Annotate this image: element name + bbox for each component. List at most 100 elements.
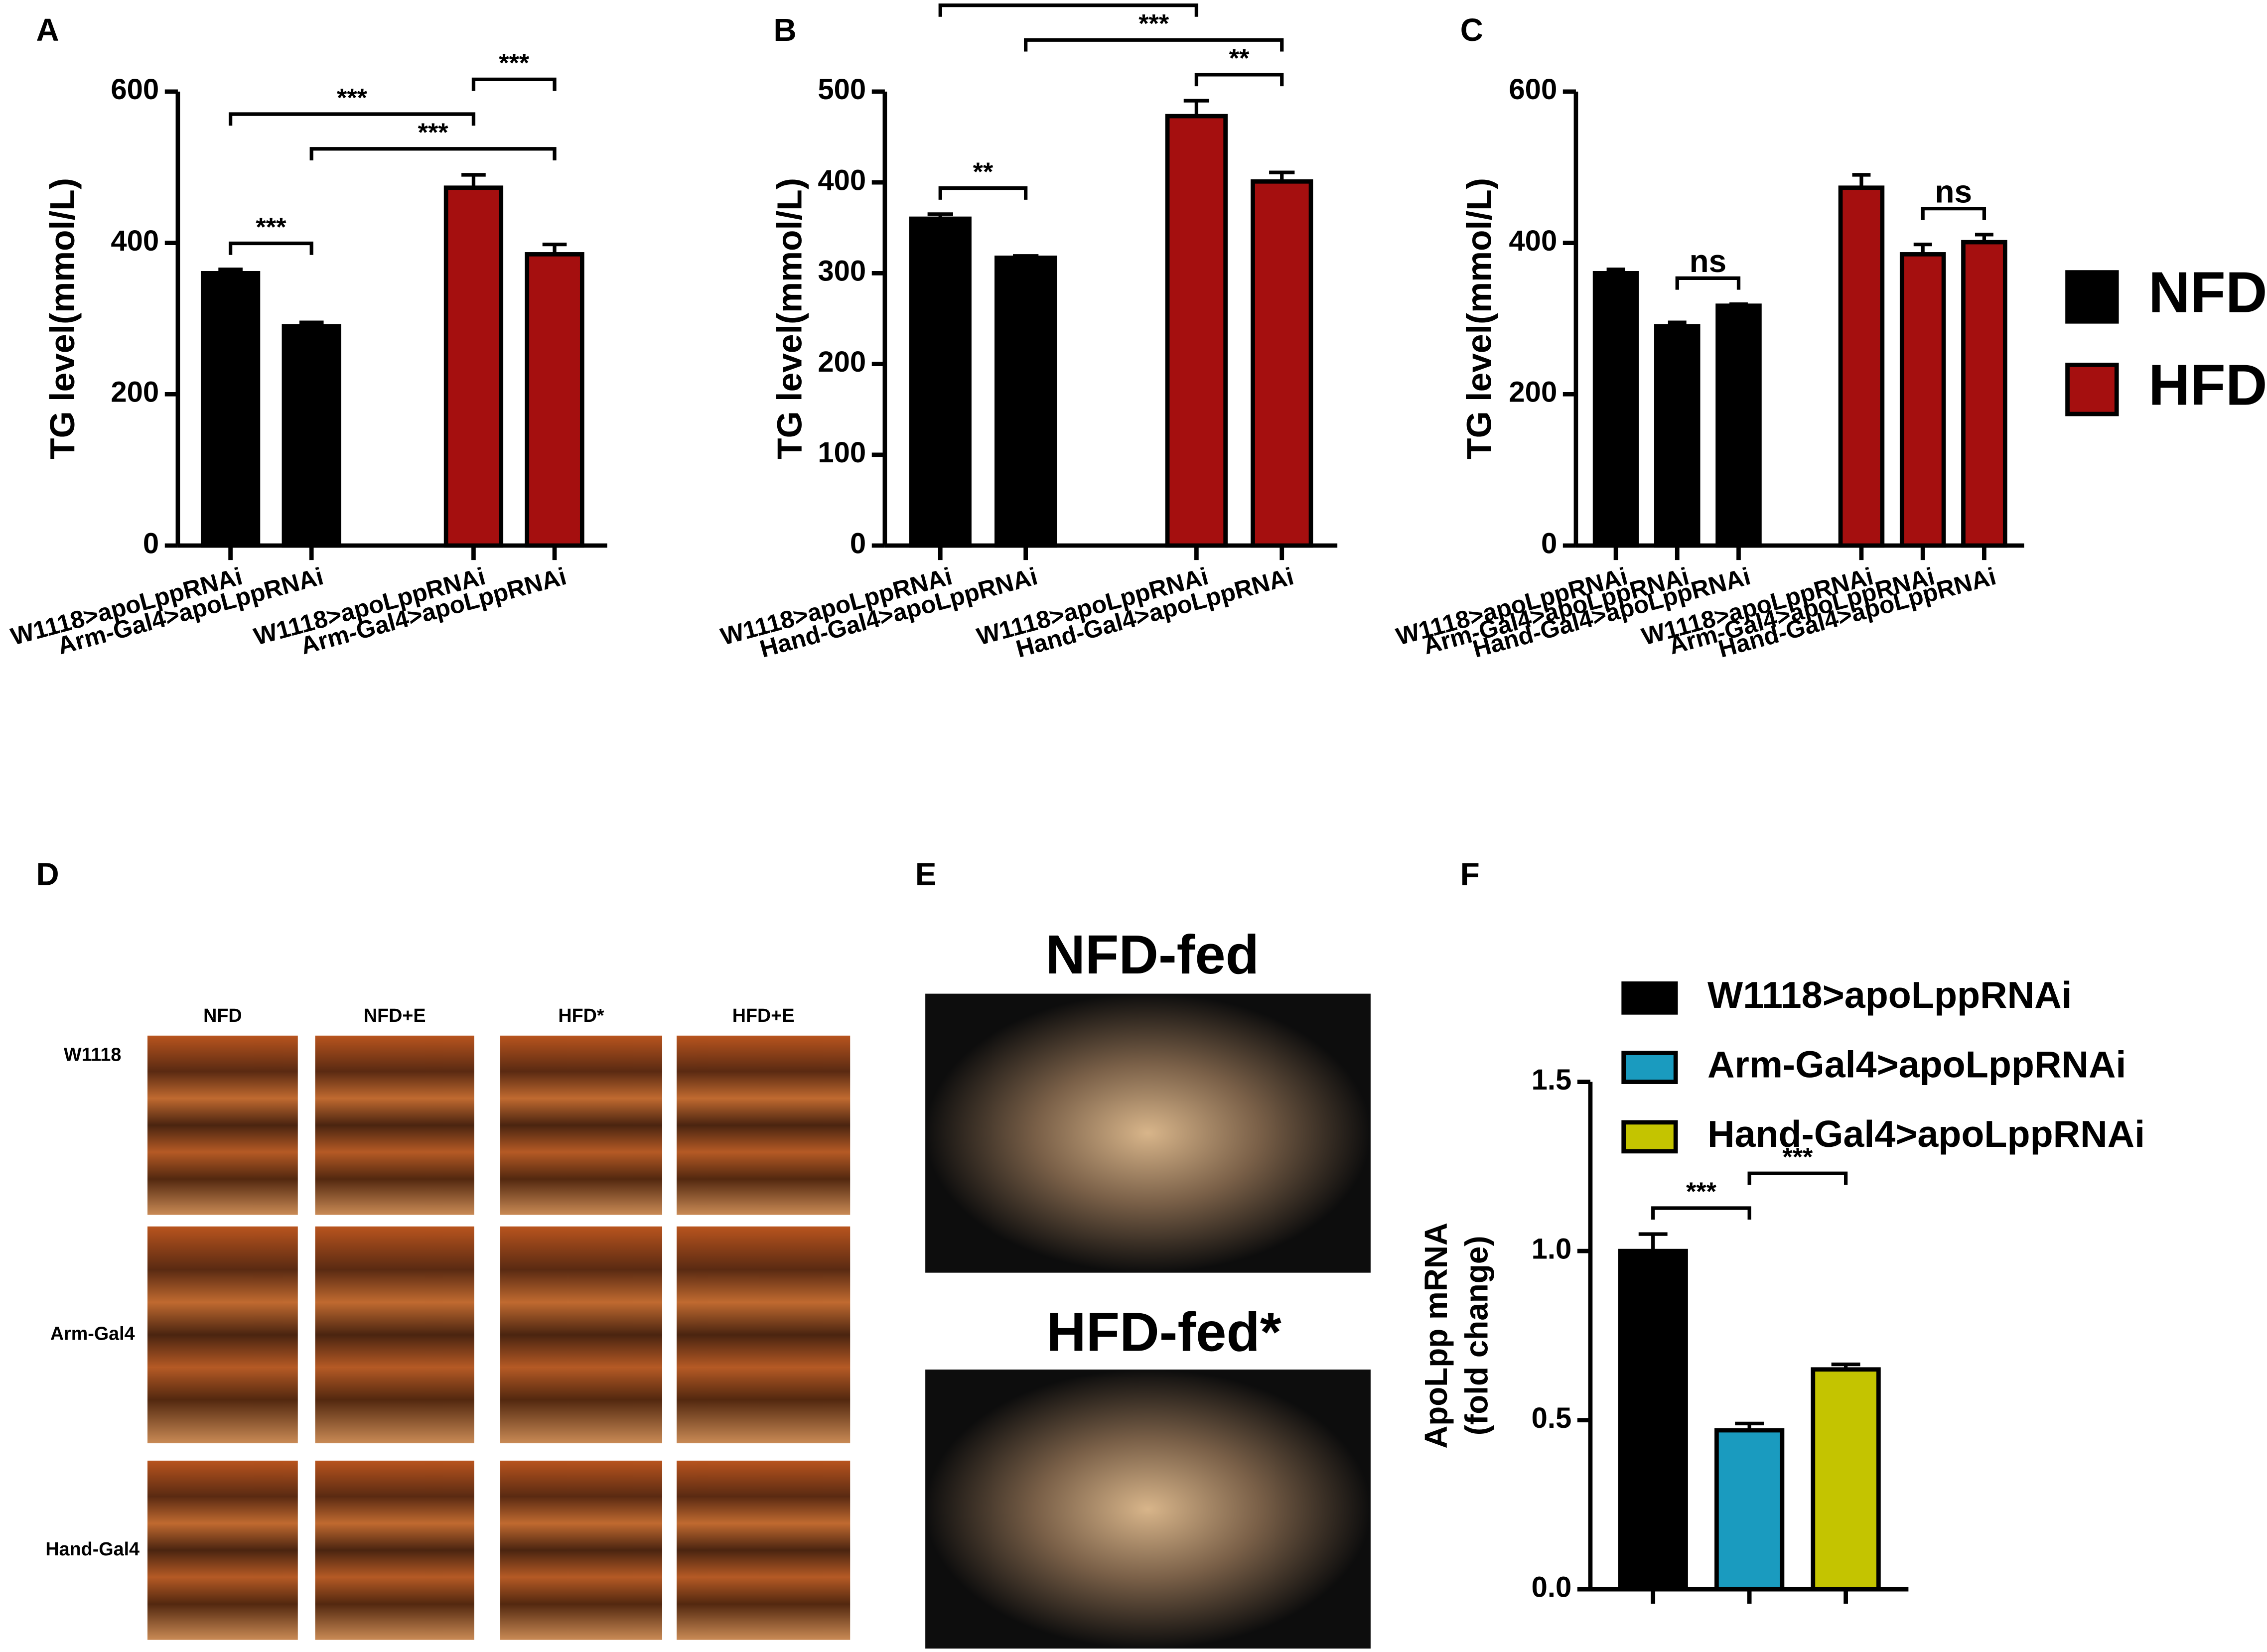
panel-d: D NFD NFD+E HFD* HFD+E W1118 Arm-Gal4 Hand-Gal… <box>36 856 850 1640</box>
bar <box>1961 240 2007 548</box>
significance-bracket <box>938 186 1028 200</box>
y-axis-label: TG level(mmol/L) <box>43 178 82 459</box>
y-tick-label: 0 <box>850 527 866 559</box>
bar <box>1838 185 1885 548</box>
significance-bracket <box>471 77 557 91</box>
column-label: HFD+E <box>732 1005 795 1026</box>
bar <box>525 252 584 548</box>
abdomen-photo <box>500 1460 663 1640</box>
legend-swatch <box>2065 362 2119 416</box>
bar <box>1714 1428 1785 1592</box>
y-tick-label: 400 <box>111 225 159 257</box>
abdomen-photo <box>315 1226 474 1444</box>
legend-label: HFD <box>2148 352 2267 417</box>
y-tick-label: 1.0 <box>1532 1233 1572 1265</box>
error-bar <box>927 212 953 219</box>
y-tick-label: 400 <box>818 164 866 196</box>
legend-swatch <box>1621 1051 1678 1084</box>
panel-label: C <box>1460 12 1483 48</box>
y-tick-label: 600 <box>111 73 159 106</box>
bar <box>1715 303 1762 548</box>
significance-label: ns <box>1690 243 1727 279</box>
column-label: NFD+E <box>364 1005 426 1026</box>
row-label: W1118 <box>64 1044 121 1065</box>
abdomen-photo <box>500 1035 663 1215</box>
y-tick-label: 300 <box>818 255 866 287</box>
panel-label: D <box>36 856 59 892</box>
y-tick-label: 200 <box>818 346 866 378</box>
significance-label: *** <box>256 213 286 242</box>
y-tick-label: 0 <box>1541 527 1557 559</box>
y-axis-label: TG level(mmol/L) <box>1460 178 1499 459</box>
significance-bracket <box>309 147 557 160</box>
y-tick-label: 100 <box>818 436 866 469</box>
error-bar <box>1975 233 1993 243</box>
bar <box>1165 114 1228 548</box>
abdomen-photo <box>677 1035 850 1215</box>
row-label: Hand-Gal4 <box>45 1538 140 1559</box>
error-bar <box>1913 243 1932 255</box>
abdomen-photo <box>147 1035 298 1215</box>
fly-photo <box>925 1370 1371 1649</box>
y-axis-label: ApoLpp mRNA <box>1418 1223 1454 1449</box>
y-tick-label: 1.5 <box>1532 1064 1572 1096</box>
column-label: HFD* <box>558 1005 604 1026</box>
row-label: Arm-Gal4 <box>50 1323 135 1344</box>
significance-label: ** <box>1229 44 1250 73</box>
significance-label: *** <box>1686 1178 1717 1207</box>
significance-bracket <box>228 112 476 126</box>
legend-label: NFD <box>2148 260 2267 325</box>
bar <box>1899 252 1946 548</box>
error-bar <box>1668 320 1687 326</box>
chart-panel: F 0.0 0.5 1.0 1.5 ApoLpp mRNA (fold change) ***… <box>1418 856 2145 1604</box>
panel-e: E NFD-fed HFD-fed* <box>915 856 1371 1649</box>
bar <box>994 256 1057 548</box>
y-tick-label: 0.5 <box>1532 1402 1572 1434</box>
significance-label: ns <box>1935 174 1973 210</box>
legend-swatch <box>1621 981 1678 1015</box>
error-bar <box>1831 1362 1860 1370</box>
error-bar <box>461 173 486 188</box>
error-bar <box>218 268 243 274</box>
significance-label: *** <box>1053 0 1084 3</box>
significance-label: *** <box>337 84 368 113</box>
y-tick-label: 0 <box>143 527 159 559</box>
panel-label: B <box>773 12 796 48</box>
panel-label: E <box>915 856 937 892</box>
bar <box>1811 1367 1881 1592</box>
error-bar <box>1638 1232 1668 1251</box>
error-bar <box>1183 99 1210 117</box>
fly-photo <box>925 993 1371 1273</box>
significance-label: *** <box>1138 9 1169 38</box>
error-bar <box>1013 254 1039 258</box>
significance-bracket <box>228 241 313 255</box>
y-axis-label: (fold change) <box>1458 1236 1494 1436</box>
photo-title: HFD-fed* <box>1046 1301 1281 1363</box>
panel-label: F <box>1460 856 1480 892</box>
bar <box>1251 179 1313 548</box>
legend-label: Hand-Gal4>apoLppRNAi <box>1707 1113 2145 1155</box>
significance-bracket <box>1651 1206 1751 1220</box>
abdomen-photo <box>677 1226 850 1444</box>
abdomen-photo <box>147 1226 298 1444</box>
significance-bracket <box>938 3 1199 17</box>
significance-label: ** <box>973 157 993 186</box>
abdomen-photo <box>315 1460 474 1640</box>
bar <box>282 324 341 548</box>
photo-title: NFD-fed <box>1045 924 1259 985</box>
abdomen-photo <box>677 1460 850 1640</box>
legend-label: W1118>apoLppRNAi <box>1707 974 2072 1016</box>
bar <box>200 271 261 548</box>
error-bar <box>1729 302 1748 306</box>
error-bar <box>1269 170 1295 182</box>
abdomen-photo <box>315 1035 474 1215</box>
significance-bracket <box>1747 1171 1848 1185</box>
panel-label: A <box>36 12 59 48</box>
error-bar <box>299 320 324 326</box>
bar <box>1592 271 1639 548</box>
y-tick-label: 400 <box>1509 225 1557 257</box>
column-label: NFD <box>203 1005 242 1026</box>
